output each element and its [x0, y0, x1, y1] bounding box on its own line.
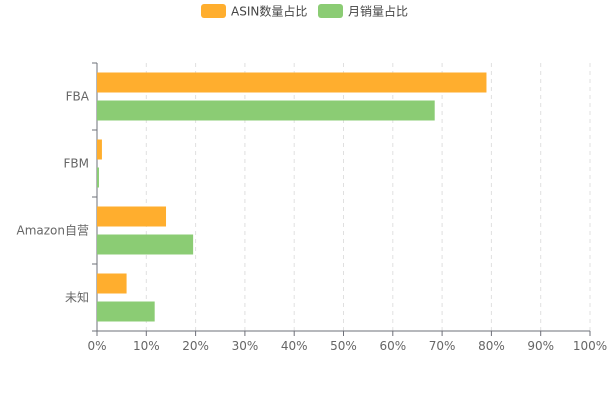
x-tick-label: 40%	[281, 339, 308, 353]
bar-sales-2[interactable]	[97, 234, 194, 255]
x-tick-label: 80%	[478, 339, 505, 353]
x-tick-label: 10%	[133, 339, 160, 353]
bar-asin-2[interactable]	[97, 206, 167, 227]
x-tick-label: 70%	[429, 339, 456, 353]
y-tick-label: Amazon自营	[17, 224, 90, 238]
x-tick-label: 100%	[573, 339, 607, 353]
bar-asin-3[interactable]	[97, 273, 127, 294]
y-tick-label: 未知	[65, 291, 89, 305]
bar-sales-3[interactable]	[97, 301, 155, 322]
bar-asin-1[interactable]	[97, 139, 102, 160]
bar-sales-1[interactable]	[97, 167, 99, 188]
legend-item-2[interactable]: 月销量占比	[318, 4, 408, 19]
bar-asin-0[interactable]	[97, 72, 487, 93]
legend-label-2: 月销量占比	[348, 4, 408, 19]
chart-bars	[97, 72, 487, 322]
legend-label-1: ASIN数量占比	[231, 4, 307, 19]
y-tick-label: FBM	[64, 157, 90, 171]
x-tick-label: 0%	[87, 339, 106, 353]
x-tick-label: 90%	[527, 339, 554, 353]
x-tick-label: 50%	[330, 339, 357, 353]
x-tick-label: 60%	[379, 339, 406, 353]
legend-swatch-2	[318, 4, 343, 18]
x-tick-label: 20%	[182, 339, 209, 353]
legend-swatch-1	[201, 4, 226, 18]
x-tick-label: 30%	[232, 339, 259, 353]
y-tick-label: FBA	[66, 90, 90, 104]
bar-sales-0[interactable]	[97, 100, 435, 121]
legend-item-1[interactable]: ASIN数量占比	[201, 4, 307, 19]
chart-legend[interactable]: ASIN数量占比 月销量占比	[201, 4, 408, 19]
